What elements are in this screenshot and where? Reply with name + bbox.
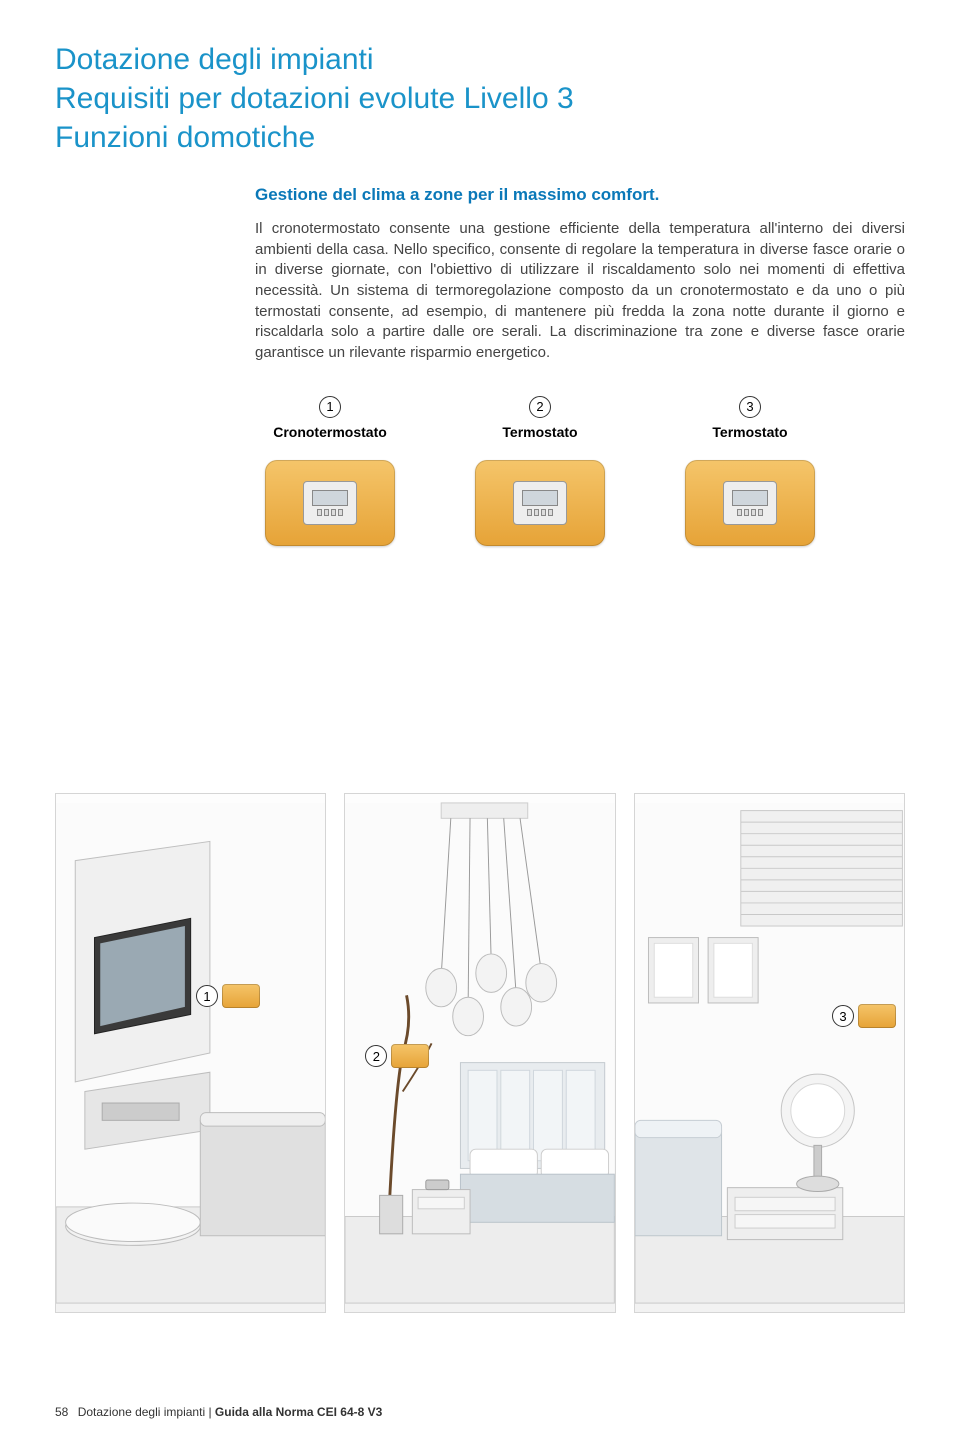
bedroom-blinds-illustration <box>635 794 904 1312</box>
room-marker-number-2: 2 <box>365 1045 387 1067</box>
device-number-3: 3 <box>739 396 761 418</box>
wallplate-1 <box>265 460 395 546</box>
title-line-2: Requisiti per dotazioni evolute Livello … <box>55 79 905 118</box>
body-block: Gestione del clima a zone per il massimo… <box>255 185 905 364</box>
thermostat-module-icon <box>723 481 777 525</box>
rooms-row: 1 <box>55 793 905 1313</box>
room-marker-number-3: 3 <box>832 1005 854 1027</box>
device-col-2: 2 Termostato <box>465 396 615 546</box>
page-footer: 58 Dotazione degli impianti | Guida alla… <box>55 1405 382 1419</box>
device-row: 1 Cronotermostato 2 Termostato 3 Termost… <box>255 396 905 546</box>
device-label-2: Termostato <box>502 424 577 440</box>
marker-plate-icon <box>222 984 260 1008</box>
title-line-1: Dotazione degli impianti <box>55 40 905 79</box>
footer-page-number: 58 <box>55 1405 68 1419</box>
room-bedroom-pendant: 2 <box>344 793 615 1313</box>
footer-section-name: Dotazione degli impianti <box>78 1405 205 1419</box>
wallplate-2 <box>475 460 605 546</box>
room-bedroom-blinds: 3 <box>634 793 905 1313</box>
device-col-3: 3 Termostato <box>675 396 825 546</box>
device-number-1: 1 <box>319 396 341 418</box>
device-col-1: 1 Cronotermostato <box>255 396 405 546</box>
marker-plate-icon <box>858 1004 896 1028</box>
section-paragraph: Il cronotermostato consente una gestione… <box>255 219 905 364</box>
marker-plate-icon <box>391 1044 429 1068</box>
device-label-3: Termostato <box>712 424 787 440</box>
title-line-3: Funzioni domotiche <box>55 118 905 157</box>
wallplate-3 <box>685 460 815 546</box>
room-marker-number-1: 1 <box>196 985 218 1007</box>
device-label-1: Cronotermostato <box>273 424 387 440</box>
device-number-2: 2 <box>529 396 551 418</box>
page-title-block: Dotazione degli impianti Requisiti per d… <box>55 40 905 157</box>
room-marker-1: 1 <box>196 984 260 1008</box>
thermostat-module-icon <box>513 481 567 525</box>
room-marker-2: 2 <box>365 1044 429 1068</box>
thermostat-module-icon <box>303 481 357 525</box>
living-room-illustration <box>56 794 325 1312</box>
room-marker-3: 3 <box>832 1004 896 1028</box>
section-heading: Gestione del clima a zone per il massimo… <box>255 185 905 205</box>
footer-guide-title: Guida alla Norma CEI 64-8 V3 <box>215 1405 382 1419</box>
room-living: 1 <box>55 793 326 1313</box>
